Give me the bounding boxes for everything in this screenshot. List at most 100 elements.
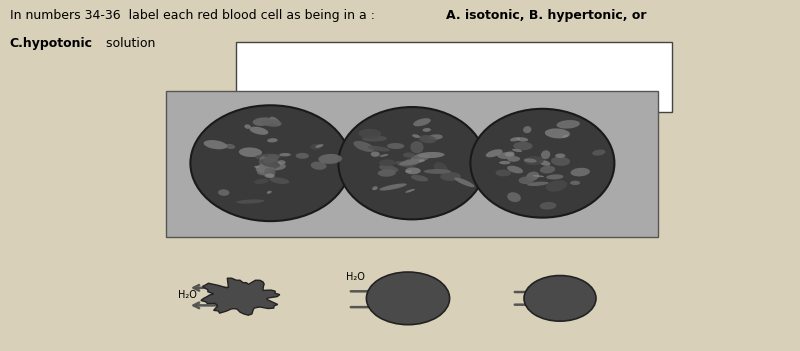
Ellipse shape [410, 141, 423, 153]
Ellipse shape [380, 154, 389, 157]
Text: C.hypotonic: C.hypotonic [10, 37, 93, 50]
Ellipse shape [262, 119, 282, 127]
Ellipse shape [486, 149, 502, 157]
Ellipse shape [418, 159, 425, 162]
Ellipse shape [239, 147, 262, 157]
Ellipse shape [254, 179, 269, 184]
Ellipse shape [264, 163, 286, 171]
Ellipse shape [218, 189, 230, 196]
Ellipse shape [524, 156, 544, 165]
Ellipse shape [470, 109, 614, 218]
Ellipse shape [250, 127, 268, 135]
Ellipse shape [592, 150, 606, 155]
Ellipse shape [387, 143, 404, 149]
Ellipse shape [505, 151, 514, 157]
Ellipse shape [498, 152, 515, 159]
Ellipse shape [557, 120, 580, 128]
Ellipse shape [545, 128, 570, 138]
Ellipse shape [513, 142, 533, 150]
Ellipse shape [499, 161, 510, 164]
Ellipse shape [546, 180, 567, 192]
Ellipse shape [507, 166, 523, 173]
Ellipse shape [570, 168, 590, 177]
Ellipse shape [570, 181, 580, 185]
Ellipse shape [418, 152, 445, 158]
Ellipse shape [253, 117, 274, 126]
FancyBboxPatch shape [236, 42, 672, 112]
Ellipse shape [523, 126, 531, 133]
Ellipse shape [419, 135, 436, 143]
Ellipse shape [318, 154, 342, 164]
Ellipse shape [540, 202, 556, 210]
Ellipse shape [270, 117, 281, 126]
Ellipse shape [225, 144, 235, 149]
Ellipse shape [403, 158, 418, 167]
Ellipse shape [403, 152, 414, 158]
Ellipse shape [526, 172, 539, 181]
Ellipse shape [395, 161, 413, 168]
Ellipse shape [379, 165, 398, 172]
Ellipse shape [354, 141, 374, 152]
Ellipse shape [338, 107, 486, 219]
Ellipse shape [406, 170, 412, 173]
Ellipse shape [527, 181, 549, 186]
Ellipse shape [507, 156, 520, 162]
Ellipse shape [279, 153, 291, 156]
Text: A. isotonic, B. hypertonic, or: A. isotonic, B. hypertonic, or [446, 9, 646, 22]
Ellipse shape [262, 159, 279, 171]
Ellipse shape [265, 173, 275, 178]
Ellipse shape [379, 159, 396, 166]
Ellipse shape [546, 174, 563, 179]
Ellipse shape [551, 157, 570, 166]
Ellipse shape [370, 152, 380, 157]
Ellipse shape [256, 163, 274, 173]
Ellipse shape [517, 137, 528, 141]
Ellipse shape [368, 146, 390, 152]
Ellipse shape [257, 167, 273, 177]
Ellipse shape [424, 169, 451, 174]
Ellipse shape [310, 144, 322, 150]
Ellipse shape [278, 160, 286, 164]
Ellipse shape [454, 178, 474, 187]
Text: In numbers 34-36  label each red blood cell as being in a :: In numbers 34-36 label each red blood ce… [10, 9, 378, 22]
Ellipse shape [512, 149, 522, 152]
Ellipse shape [264, 168, 275, 177]
Ellipse shape [539, 160, 550, 166]
Ellipse shape [362, 135, 387, 141]
Ellipse shape [541, 150, 550, 159]
Ellipse shape [406, 189, 415, 193]
Ellipse shape [518, 177, 534, 184]
Ellipse shape [204, 140, 227, 149]
Ellipse shape [255, 154, 281, 160]
Ellipse shape [413, 118, 430, 126]
Ellipse shape [399, 158, 425, 166]
Ellipse shape [310, 161, 326, 170]
Text: H₂O: H₂O [346, 272, 365, 282]
Polygon shape [201, 278, 280, 315]
Ellipse shape [259, 156, 270, 168]
Ellipse shape [372, 186, 378, 190]
Ellipse shape [507, 192, 521, 202]
Ellipse shape [524, 276, 596, 321]
Text: solution: solution [102, 37, 155, 50]
Ellipse shape [533, 175, 544, 177]
Ellipse shape [378, 169, 396, 177]
Ellipse shape [440, 172, 461, 181]
Ellipse shape [495, 170, 511, 176]
Ellipse shape [366, 272, 450, 325]
Ellipse shape [434, 162, 448, 174]
Ellipse shape [555, 153, 566, 158]
Ellipse shape [263, 154, 278, 164]
Ellipse shape [315, 144, 323, 148]
Ellipse shape [260, 159, 280, 168]
Ellipse shape [267, 138, 278, 143]
Ellipse shape [296, 153, 309, 159]
Ellipse shape [412, 134, 420, 138]
Ellipse shape [244, 124, 251, 129]
Ellipse shape [510, 137, 520, 141]
Ellipse shape [562, 134, 568, 138]
Ellipse shape [236, 199, 264, 204]
Ellipse shape [379, 184, 406, 191]
Ellipse shape [190, 105, 350, 221]
Ellipse shape [411, 154, 430, 161]
